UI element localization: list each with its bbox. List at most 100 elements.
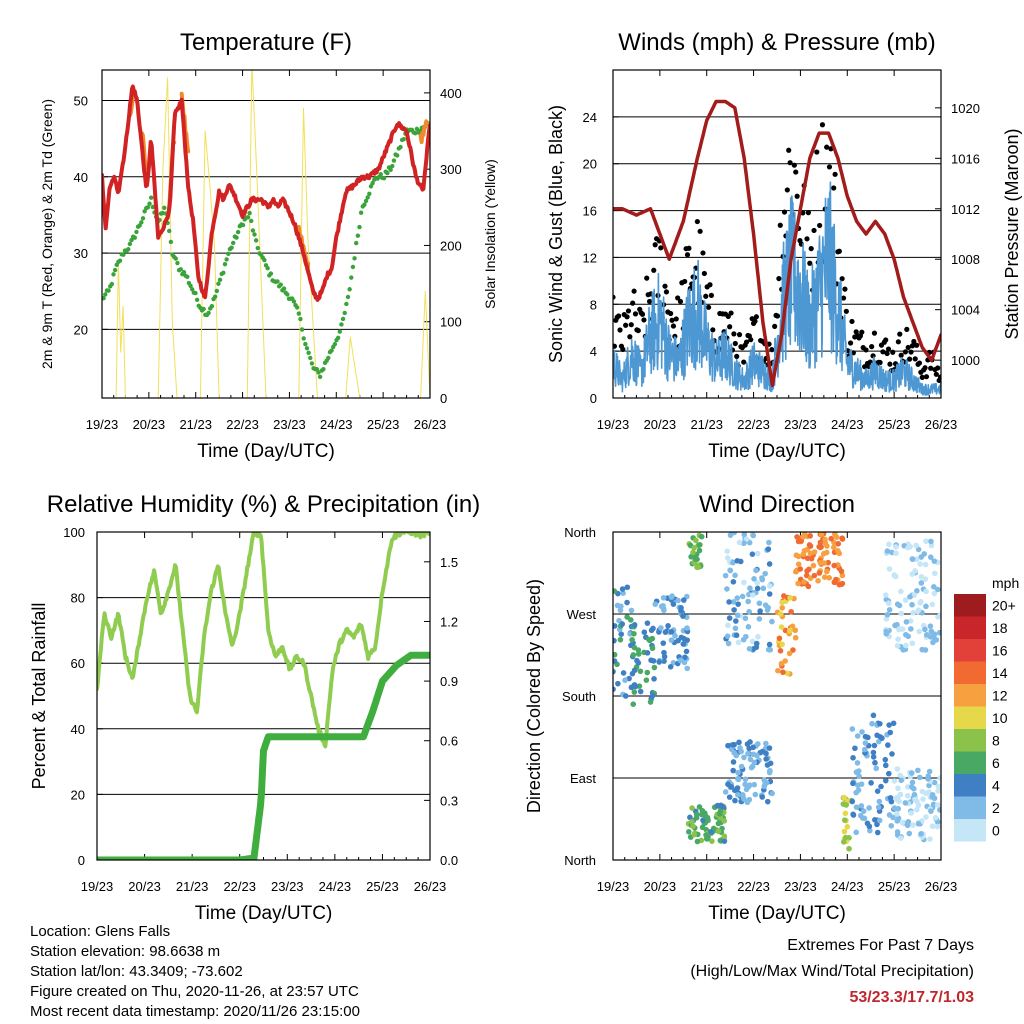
direction-y-tick-label: North xyxy=(564,853,596,868)
direction-point xyxy=(761,777,768,783)
direction-point xyxy=(763,750,769,757)
direction-point xyxy=(726,794,733,800)
direction-point xyxy=(766,745,773,751)
gust-point xyxy=(639,311,646,317)
speed-legend-swatch xyxy=(954,751,986,774)
direction-point xyxy=(782,627,789,634)
direction-point xyxy=(867,827,873,834)
direction-point xyxy=(682,654,688,661)
direction-point xyxy=(909,640,916,647)
temperature-x-axis-label: Time (Day/UTC) xyxy=(197,441,335,462)
speed-legend-label: 20+ xyxy=(992,597,1016,613)
dewpoint-point xyxy=(370,180,375,186)
dewpoint-point xyxy=(222,261,228,267)
direction-point xyxy=(613,686,616,693)
direction-point xyxy=(882,592,889,598)
direction-y-tick-label: East xyxy=(570,771,596,786)
direction-point xyxy=(926,782,932,789)
dewpoint-point xyxy=(294,305,300,310)
dewpoint-point xyxy=(352,256,357,261)
dewpoint-point xyxy=(160,210,165,216)
latlon-text: Station lat/lon: 43.3409; -73.602 xyxy=(30,963,243,980)
humidity-y2-tick-label: 1.2 xyxy=(440,614,458,629)
direction-point xyxy=(624,584,631,591)
direction-point xyxy=(734,595,741,601)
direction-point xyxy=(660,594,667,601)
temperature-9m-line xyxy=(418,119,430,145)
direction-x-tick-label: 22/23 xyxy=(737,879,770,894)
temperature-y-tick-label: 30 xyxy=(74,246,88,261)
dewpoint-point xyxy=(358,210,364,215)
direction-point xyxy=(923,790,929,797)
direction-point xyxy=(746,645,753,652)
direction-point xyxy=(895,636,901,643)
direction-point xyxy=(852,745,858,752)
dewpoint-point xyxy=(308,355,313,361)
direction-point xyxy=(866,805,872,811)
humidity-panel: Relative Humidity (%) & Precipitation (i… xyxy=(29,491,480,924)
direction-point xyxy=(828,535,835,542)
direction-point xyxy=(690,823,696,829)
direction-point xyxy=(766,641,773,648)
direction-point xyxy=(733,632,740,639)
direction-point xyxy=(825,559,832,566)
winds-x-tick-label: 25/23 xyxy=(878,417,911,432)
gust-point xyxy=(883,337,889,343)
dewpoint-point xyxy=(303,341,308,347)
direction-point xyxy=(743,536,750,543)
direction-point xyxy=(923,814,929,820)
dewpoint-point xyxy=(301,336,306,341)
direction-point xyxy=(915,802,922,809)
winds-x-tick-label: 21/23 xyxy=(690,417,723,432)
direction-point xyxy=(704,836,711,842)
temperature-y-tick-label: 40 xyxy=(74,170,88,185)
gust-point xyxy=(911,338,917,345)
gust-point xyxy=(675,295,681,301)
direction-point xyxy=(930,639,936,646)
direction-point xyxy=(882,762,889,769)
direction-point xyxy=(892,573,899,580)
direction-point xyxy=(909,601,915,608)
direction-point xyxy=(839,535,845,541)
dewpoint-point xyxy=(190,287,195,292)
dewpoint-point xyxy=(252,232,257,237)
direction-point xyxy=(905,784,911,790)
gust-point xyxy=(658,245,664,251)
direction-point xyxy=(841,794,847,801)
dewpoint-point xyxy=(167,228,172,234)
gust-point xyxy=(922,365,928,371)
direction-point xyxy=(891,778,898,784)
direction-point xyxy=(908,810,915,816)
direction-point xyxy=(874,788,881,794)
gust-point xyxy=(736,332,743,338)
direction-point xyxy=(787,594,793,601)
dewpoint-point xyxy=(339,322,344,327)
humidity-x-tick-label: 22/23 xyxy=(223,879,256,894)
gust-point xyxy=(753,314,759,320)
direction-point xyxy=(622,693,629,699)
direction-point xyxy=(885,600,892,607)
direction-point xyxy=(920,796,926,802)
extremes-values: 53/23.3/17.7/1.03 xyxy=(849,989,974,1006)
direction-point xyxy=(732,797,738,804)
direction-point xyxy=(787,627,793,634)
dewpoint-point xyxy=(234,235,239,240)
direction-point xyxy=(815,578,821,584)
gust-point xyxy=(898,352,904,358)
dewpoint-point xyxy=(398,144,403,150)
direction-point xyxy=(644,650,651,656)
direction-x-tick-label: 20/23 xyxy=(644,879,677,894)
dewpoint-point xyxy=(147,201,152,206)
recent-data-text: Most recent data timestamp: 2020/11/26 2… xyxy=(30,1003,360,1020)
direction-point xyxy=(872,759,878,766)
direction-point xyxy=(842,834,849,841)
dewpoint-point xyxy=(214,288,219,294)
direction-point xyxy=(922,561,929,568)
temperature-x-tick-label: 26/23 xyxy=(414,417,447,432)
direction-point xyxy=(691,831,698,838)
direction-point xyxy=(747,782,753,788)
extremes-subheading: (High/Low/Max Wind/Total Precipitation) xyxy=(690,963,974,980)
direction-point xyxy=(752,791,759,798)
direction-point xyxy=(613,658,618,664)
gust-point xyxy=(743,339,750,345)
